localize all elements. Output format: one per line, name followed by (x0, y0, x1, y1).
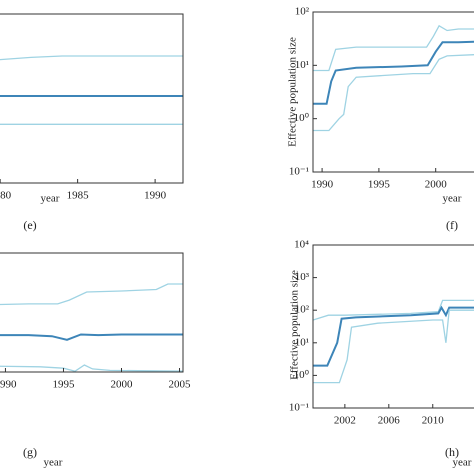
x-axis-label: year (41, 193, 60, 205)
x-tick-label: 2006 (378, 415, 401, 427)
x-tick-label: 1990 (144, 190, 167, 202)
plot-frame (312, 11, 474, 173)
panel: 1980 1985 1990 year (e) (0, 13, 184, 232)
series-line (0, 283, 183, 306)
panel: 1990 1995 2000 2005 year (g) (0, 252, 192, 469)
y-tick-label: 10⁻¹ (289, 166, 309, 178)
x-tick-label: 2010 (422, 415, 445, 427)
series-line (0, 364, 183, 372)
panel: 1990 1995 2000 10⁻¹ 10⁰ 10¹ 10² year Effective p… (287, 6, 474, 232)
x-tick-label: 1990 (0, 379, 17, 391)
panel-tag: (g) (23, 445, 37, 459)
series-line (313, 40, 474, 105)
panel: 2002 2006 2010 10⁻¹ 10⁰ 10¹ 10² 10³ 10⁴ year Effec… (289, 239, 474, 469)
x-tick-label: 1990 (311, 179, 334, 191)
x-axis-label: year (44, 457, 63, 469)
y-tick-label: 10¹ (295, 336, 309, 348)
y-tick-label: 10³ (295, 271, 310, 283)
series-line (313, 299, 474, 321)
panel-tag: (h) (445, 445, 459, 459)
y-tick-label: 10⁰ (294, 112, 310, 124)
y-axis-label: Effective population size (289, 270, 301, 380)
series-line (313, 309, 474, 384)
y-axis-label: Effective population size (287, 37, 299, 147)
x-tick-label: 2005 (169, 379, 192, 391)
series-line (313, 24, 474, 72)
x-tick-label: 1995 (52, 379, 75, 391)
panel-tag: (e) (23, 218, 36, 232)
y-tick-label: 10⁻¹ (289, 402, 309, 414)
x-axis-label: year (453, 457, 472, 469)
x-tick-label: 2002 (334, 415, 356, 427)
series-line (313, 305, 474, 367)
series-line (313, 54, 474, 132)
y-tick-label: 10⁰ (294, 369, 310, 381)
x-axis-label: year (443, 193, 462, 205)
y-tick-label: 10² (295, 6, 310, 18)
plot-frame (312, 244, 474, 409)
plot-frame (0, 252, 184, 373)
plot-frame (0, 13, 184, 184)
y-tick-label: 10¹ (295, 59, 309, 71)
series-line (0, 55, 183, 61)
y-tick-label: 10² (295, 304, 310, 316)
x-tick-label: 1980 (0, 190, 12, 202)
y-tick-label: 10⁴ (294, 239, 309, 251)
x-tick-label: 2000 (110, 379, 133, 391)
x-tick-label: 1985 (67, 190, 90, 202)
x-tick-label: 2000 (425, 179, 448, 191)
panel-tag: (f) (446, 218, 458, 232)
series-line (0, 333, 183, 341)
x-tick-label: 1995 (368, 179, 391, 191)
